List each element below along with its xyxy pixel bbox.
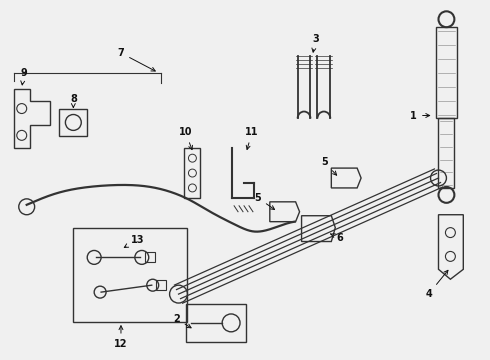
Text: 8: 8 (70, 94, 77, 108)
Text: 7: 7 (118, 48, 155, 71)
Bar (187, 304, 246, 342)
Bar (59, 109, 87, 136)
Text: 11: 11 (245, 127, 259, 149)
Bar (184, 148, 200, 198)
Text: 3: 3 (312, 34, 319, 52)
Text: 12: 12 (114, 326, 128, 349)
Text: 5: 5 (321, 157, 337, 175)
Bar (145, 252, 155, 262)
Text: 9: 9 (21, 68, 27, 85)
Text: 5: 5 (254, 193, 274, 210)
Text: 4: 4 (425, 270, 448, 299)
Text: 10: 10 (179, 127, 193, 150)
Text: 6: 6 (330, 233, 343, 243)
Text: 13: 13 (124, 234, 145, 247)
Text: 1: 1 (410, 111, 430, 121)
Text: 2: 2 (173, 314, 191, 328)
Bar (156, 280, 166, 290)
Bar (74, 228, 188, 322)
